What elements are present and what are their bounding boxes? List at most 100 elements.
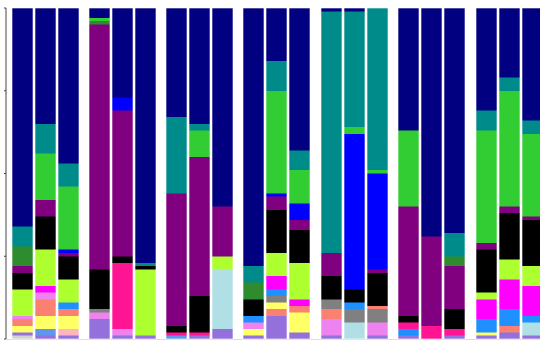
bar-outline: [111, 7, 134, 340]
bar-segment: [321, 319, 342, 336]
bar-segment: [89, 319, 110, 339]
bar-segment: [321, 335, 342, 339]
bar-segment: [35, 249, 56, 287]
bar-outline: [57, 7, 80, 340]
stacked-bar: [343, 7, 366, 340]
bar-segment: [499, 279, 520, 310]
bar-segment: [243, 315, 264, 323]
bar-segment: [444, 256, 465, 267]
bar-segment: [58, 309, 79, 316]
bar-segment: [189, 156, 210, 296]
bar-segment: [289, 150, 310, 171]
bar-segment: [476, 249, 497, 293]
stacked-bar: [320, 7, 343, 340]
bar-segment: [266, 309, 287, 316]
bar-segment: [12, 289, 33, 316]
bar-outline: [521, 7, 540, 340]
stacked-bar: [11, 7, 34, 340]
bar-segment: [289, 305, 310, 313]
bar-segment: [112, 329, 133, 336]
bar-segment: [112, 262, 133, 330]
bar-segment: [421, 8, 442, 237]
bar-segment: [367, 269, 388, 273]
bar-segment: [499, 8, 520, 78]
bar-segment: [321, 276, 342, 300]
stacked-bar: [443, 7, 466, 340]
bar-segment: [12, 246, 33, 267]
bar-outline: [88, 7, 111, 340]
bar-segment: [398, 329, 419, 336]
bar-segment: [321, 11, 342, 253]
bar-segment: [12, 226, 33, 247]
bar-segment: [12, 332, 33, 336]
bar-segment: [289, 262, 310, 300]
stacked-bar: [211, 7, 234, 340]
bar-segment: [344, 11, 365, 128]
bar-segment: [89, 24, 110, 270]
bar-outline: [242, 7, 265, 340]
bar-segment: [243, 335, 264, 339]
bar-segment: [189, 130, 210, 157]
bar-segment: [289, 203, 310, 220]
bar-segment: [522, 216, 540, 220]
bar-segment: [189, 335, 210, 339]
bar-segment: [89, 8, 110, 18]
bar-segment: [444, 8, 465, 234]
bar-segment: [522, 266, 540, 287]
bar-segment: [89, 312, 110, 320]
bar-outline: [397, 7, 420, 340]
bar-outline: [420, 7, 443, 340]
bar-outline: [134, 7, 157, 340]
bar-outline: [188, 7, 211, 340]
bar-segment: [135, 8, 156, 263]
bar-segment: [522, 8, 540, 121]
bar-segment: [367, 335, 388, 339]
bar-segment: [398, 335, 419, 339]
bar-group: [397, 7, 466, 340]
bar-segment: [189, 8, 210, 124]
bar-segment: [112, 8, 133, 98]
bar-segment: [112, 97, 133, 111]
bar-segment: [289, 8, 310, 151]
bar-segment: [367, 173, 388, 270]
bar-segment: [58, 8, 79, 164]
bar-outline: [34, 7, 57, 340]
bar-segment: [522, 286, 540, 316]
bar-segment: [289, 332, 310, 339]
bar-segment: [212, 329, 233, 339]
bar-outline: [475, 7, 498, 340]
bar-segment: [421, 325, 442, 339]
bar-segment: [12, 266, 33, 273]
bar-segment: [243, 322, 264, 330]
bar-segment: [321, 299, 342, 310]
bar-segment: [499, 259, 520, 280]
bar-segment: [398, 315, 419, 323]
bar-segment: [166, 117, 187, 194]
bar-segment: [266, 295, 287, 303]
bar-segment: [166, 332, 187, 336]
bar-segment: [58, 256, 79, 280]
bar-segment: [58, 163, 79, 187]
bar-segment: [476, 8, 497, 111]
bar-segment: [243, 282, 264, 300]
bar-segment: [321, 252, 342, 277]
bar-segment: [12, 335, 33, 339]
stacked-bar: [420, 7, 443, 340]
bar-segment: [89, 309, 110, 313]
bar-segment: [212, 206, 233, 257]
bar-segment: [421, 236, 442, 326]
bar-segment: [35, 335, 56, 339]
bar-segment: [89, 21, 110, 25]
bar-segment: [522, 133, 540, 217]
bar-group: [475, 7, 540, 340]
bar-segment: [367, 309, 388, 323]
bar-segment: [344, 302, 365, 310]
bar-segment: [135, 262, 156, 267]
bar-outline: [211, 7, 234, 340]
bar-segment: [35, 329, 56, 336]
stacked-bar: [188, 7, 211, 340]
bar-segment: [266, 209, 287, 253]
bar-segment: [367, 305, 388, 310]
bar-segment: [289, 312, 310, 333]
bar-segment: [499, 213, 520, 260]
